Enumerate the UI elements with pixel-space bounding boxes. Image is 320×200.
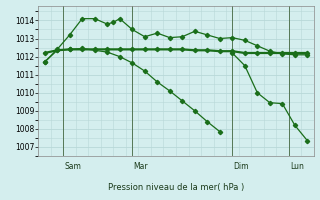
X-axis label: Pression niveau de la mer( hPa ): Pression niveau de la mer( hPa ) — [108, 183, 244, 192]
Text: Sam: Sam — [65, 162, 82, 171]
Text: Dim: Dim — [234, 162, 249, 171]
Text: Mar: Mar — [133, 162, 148, 171]
Text: Lun: Lun — [290, 162, 304, 171]
